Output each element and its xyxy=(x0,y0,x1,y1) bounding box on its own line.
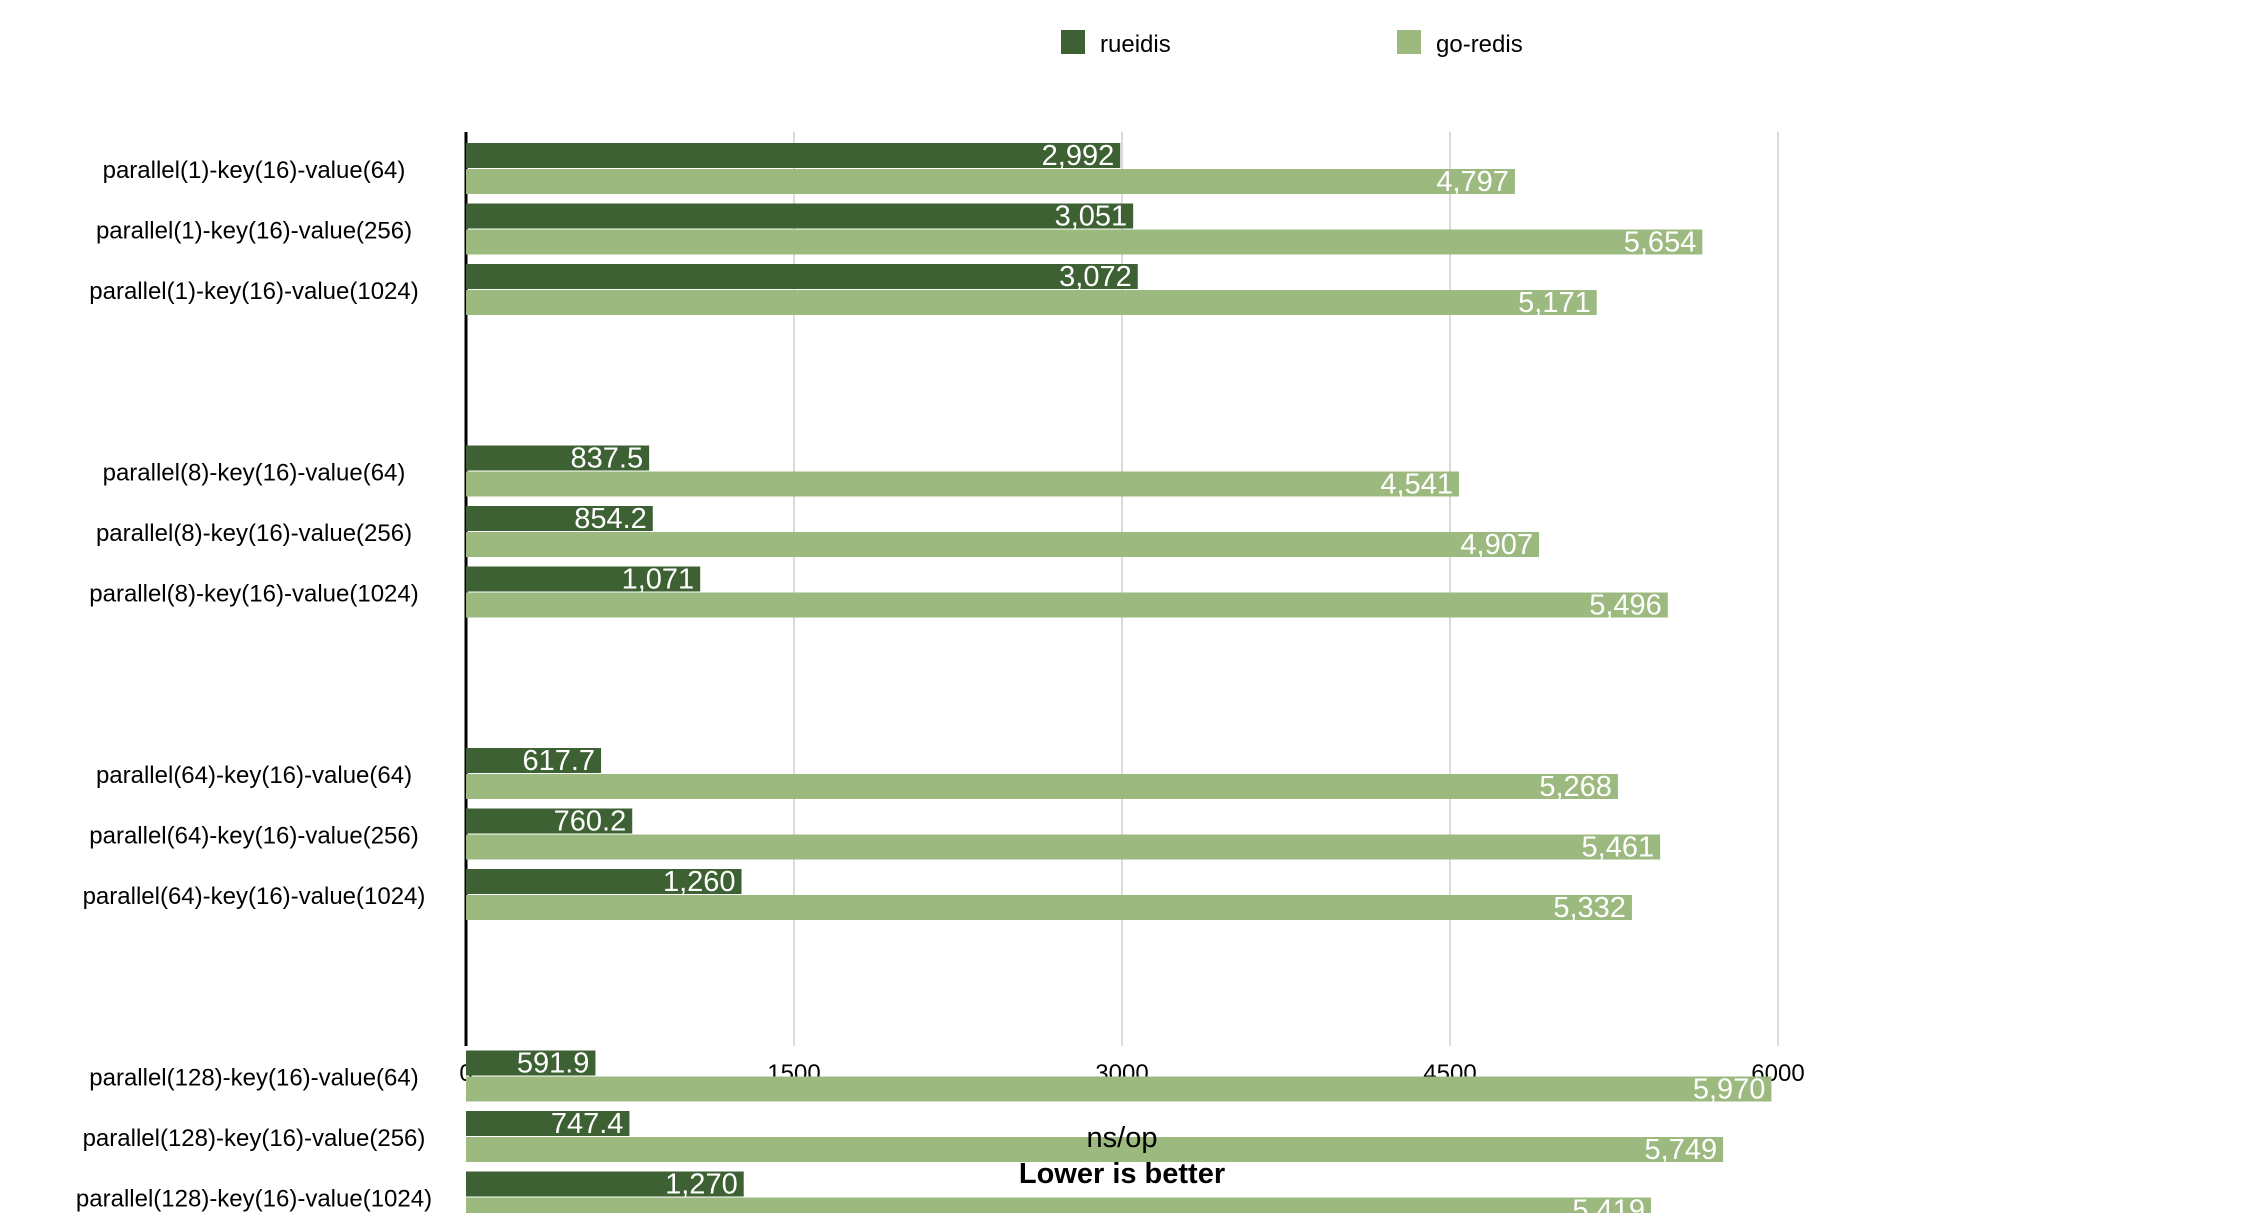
go-redis-bar xyxy=(466,1137,1724,1162)
category-label: parallel(64)-key(16)-value(64) xyxy=(96,762,412,789)
rueidis-value-label: 617.7 xyxy=(522,745,595,777)
rueidis-value-label: 1,270 xyxy=(665,1169,738,1201)
go-redis-bar xyxy=(466,895,1632,920)
go-redis-bar xyxy=(466,774,1618,799)
category-label: parallel(64)-key(16)-value(256) xyxy=(89,823,418,850)
go-redis-value-label: 5,654 xyxy=(1624,227,1697,259)
go-redis-bar xyxy=(466,290,1597,315)
go-redis-bar xyxy=(466,1197,1651,1218)
category-label: parallel(128)-key(16)-value(256) xyxy=(83,1125,426,1152)
go-redis-value-label: 5,461 xyxy=(1582,832,1655,864)
go-redis-bar xyxy=(466,169,1515,194)
go-redis-value-label: 5,496 xyxy=(1589,590,1662,622)
rueidis-value-label: 2,992 xyxy=(1042,140,1115,172)
rueidis-value-label: 591.9 xyxy=(517,1048,590,1080)
go-redis-bar xyxy=(466,834,1661,860)
rueidis-value-label: 3,051 xyxy=(1055,201,1128,233)
category-label: parallel(128)-key(16)-value(1024) xyxy=(76,1186,432,1213)
rueidis-bar xyxy=(466,808,633,834)
category-label: parallel(1)-key(16)-value(1024) xyxy=(89,278,418,305)
rueidis-value-label: 1,071 xyxy=(622,564,695,596)
category-label: parallel(8)-key(16)-value(64) xyxy=(103,460,406,487)
category-label: parallel(64)-key(16)-value(1024) xyxy=(83,883,426,910)
rueidis-bar xyxy=(466,203,1134,229)
legend-label: rueidis xyxy=(1100,31,1171,58)
chart-subtitle: Lower is better xyxy=(1019,1158,1225,1190)
go-redis-bar xyxy=(466,532,1539,557)
rueidis-value-label: 3,072 xyxy=(1059,261,1132,293)
go-redis-value-label: 4,797 xyxy=(1436,166,1509,198)
x-axis-title: ns/op xyxy=(1087,1122,1158,1154)
go-redis-bar xyxy=(466,229,1703,255)
rueidis-bar xyxy=(466,1050,596,1076)
rueidis-bar xyxy=(466,264,1138,289)
rueidis-value-label: 837.5 xyxy=(571,443,644,475)
category-label: parallel(1)-key(16)-value(64) xyxy=(103,157,406,184)
category-label: parallel(8)-key(16)-value(1024) xyxy=(89,581,418,608)
rueidis-value-label: 747.4 xyxy=(551,1108,624,1140)
rueidis-value-label: 854.2 xyxy=(574,503,647,535)
go-redis-value-label: 5,749 xyxy=(1645,1134,1718,1166)
legend-label: go-redis xyxy=(1436,31,1523,58)
go-redis-bar xyxy=(466,592,1668,618)
category-label: parallel(1)-key(16)-value(256) xyxy=(96,218,412,245)
rueidis-value-label: 1,260 xyxy=(663,866,736,898)
rueidis-bar xyxy=(466,1111,630,1136)
rueidis-value-label: 760.2 xyxy=(554,806,627,838)
legend-swatch xyxy=(1061,30,1085,54)
go-redis-value-label: 5,171 xyxy=(1518,287,1591,319)
go-redis-value-label: 4,907 xyxy=(1460,529,1533,561)
rueidis-bar xyxy=(466,566,701,592)
go-redis-bar xyxy=(466,471,1459,497)
rueidis-bar xyxy=(466,869,742,894)
rueidis-bar xyxy=(466,748,602,773)
go-redis-value-label: 5,419 xyxy=(1572,1195,1645,1214)
go-redis-value-label: 5,332 xyxy=(1553,892,1626,924)
go-redis-value-label: 4,541 xyxy=(1380,469,1453,501)
rueidis-bar xyxy=(466,445,650,471)
go-redis-value-label: 5,268 xyxy=(1539,771,1612,803)
go-redis-bar xyxy=(466,1076,1772,1102)
go-redis-value-label: 5,970 xyxy=(1693,1074,1766,1106)
rueidis-bar xyxy=(466,143,1121,168)
category-label: parallel(128)-key(16)-value(64) xyxy=(89,1065,418,1092)
category-label: parallel(8)-key(16)-value(256) xyxy=(96,520,412,547)
rueidis-bar xyxy=(466,1171,744,1197)
legend-swatch xyxy=(1397,30,1421,54)
rueidis-bar xyxy=(466,506,653,531)
